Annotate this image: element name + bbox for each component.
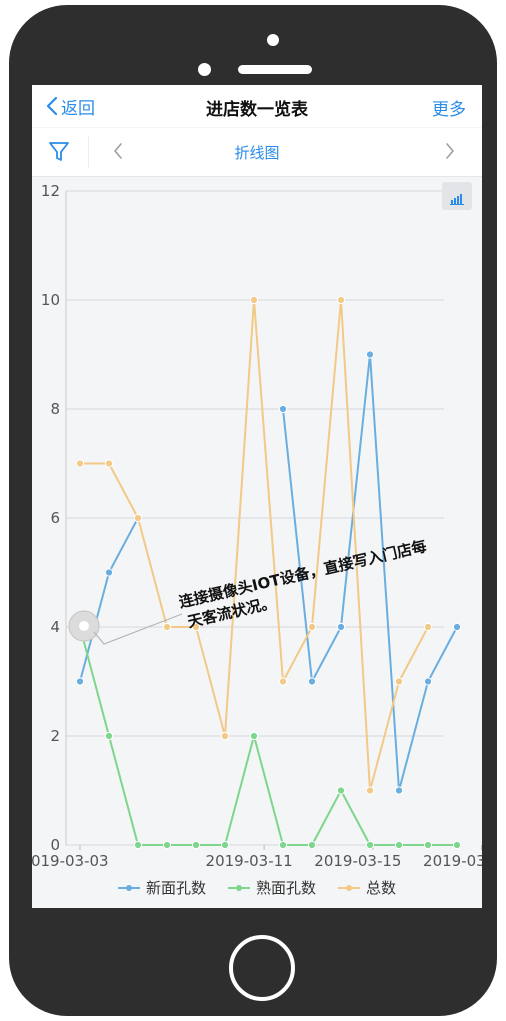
page-title: 进店数一览表 [206, 100, 308, 120]
chart-area: 0 2 4 6 8 10 12 2019-03-03 2019-03-11 2019-03-15 2… [32, 177, 482, 908]
sensor-dot [198, 63, 211, 76]
chart-type-label[interactable]: 折线图 [234, 144, 280, 162]
data-point-1 [191, 840, 201, 850]
legend-label-returning: 熟面孔数 [255, 879, 316, 897]
legend-marker-new [117, 884, 140, 891]
chevron-left-icon [46, 96, 58, 116]
legend-label-total: 总数 [366, 879, 397, 897]
data-point-0 [452, 622, 462, 632]
y-tick-label: 6 [50, 509, 60, 527]
back-button[interactable]: 返回 [46, 93, 95, 119]
legend-label-new: 新面孔数 [145, 879, 206, 897]
annotation-leader-line [93, 613, 183, 645]
legend-item-total[interactable]: 总数 [338, 877, 396, 898]
data-point-2 [191, 622, 201, 632]
series-line-1 [79, 626, 457, 846]
legend-marker-total [338, 884, 360, 891]
y-tick-label: 10 [41, 291, 60, 309]
data-point-1 [278, 840, 288, 850]
data-point-1 [104, 731, 114, 741]
filter-icon[interactable] [46, 140, 76, 164]
data-point-1 [220, 840, 230, 850]
chart-legend: 新面孔数 熟面孔数 总数 [32, 877, 482, 898]
data-point-2 [394, 677, 404, 686]
data-point-0 [394, 786, 404, 795]
data-point-2 [249, 295, 259, 305]
legend-marker-returning [227, 884, 250, 891]
previous-chart-icon[interactable] [110, 140, 126, 162]
data-point-1 [423, 840, 433, 850]
x-tick-label: 2019-03-20 [423, 852, 482, 870]
data-point-2 [220, 731, 230, 741]
chart-toolbar: 折线图 [32, 128, 482, 177]
y-tick-label: 12 [41, 182, 60, 200]
y-tick-label: 4 [50, 618, 60, 636]
x-tick-label: 2019-03-11 [206, 852, 293, 870]
bar-chart-icon [450, 194, 464, 205]
home-button[interactable] [229, 935, 295, 1001]
annotation-marker-center [79, 621, 89, 631]
data-point-2 [423, 622, 433, 632]
screen: 返回 进店数一览表 更多 折线图 0 2 4 6 8 10 12 2019-03-03 2019… [32, 85, 482, 908]
data-point-0 [336, 622, 346, 632]
toolbar-divider [88, 136, 89, 168]
data-point-2 [307, 622, 317, 632]
data-point-1 [307, 840, 317, 850]
data-point-0 [365, 350, 375, 359]
data-point-2 [336, 295, 346, 305]
data-point-1 [336, 786, 346, 795]
navigation-bar: 返回 进店数一览表 更多 [32, 85, 482, 127]
back-label: 返回 [61, 98, 95, 119]
line-chart: 0 2 4 6 8 10 12 2019-03-03 2019-03-11 2019-03-15 2… [32, 182, 482, 870]
x-tick-label: 2019-03-15 [314, 852, 401, 870]
y-tick-label: 2 [50, 727, 60, 745]
data-point-0 [423, 677, 433, 686]
data-point-0 [278, 404, 288, 414]
data-point-1 [162, 840, 172, 850]
data-point-2 [133, 513, 143, 523]
data-point-1 [249, 731, 259, 741]
data-point-1 [394, 840, 404, 850]
y-tick-label: 0 [50, 836, 60, 854]
front-camera [267, 34, 279, 46]
legend-item-new[interactable]: 新面孔数 [117, 877, 206, 898]
data-point-1 [452, 840, 462, 850]
chart-options-button[interactable] [442, 182, 472, 210]
data-point-0 [75, 677, 85, 686]
x-tick-label: 2019-03-03 [32, 852, 109, 870]
legend-item-returning[interactable]: 熟面孔数 [227, 877, 316, 898]
series-line-2 [80, 299, 429, 792]
data-point-2 [75, 459, 85, 468]
data-point-2 [278, 677, 288, 686]
more-button[interactable]: 更多 [432, 100, 466, 120]
data-point-1 [133, 840, 143, 850]
data-point-2 [365, 786, 375, 795]
y-tick-label: 8 [50, 400, 60, 418]
next-chart-icon[interactable] [442, 140, 458, 162]
data-point-1 [365, 840, 375, 850]
data-point-2 [162, 622, 172, 632]
earpiece-speaker [238, 65, 312, 74]
data-point-0 [307, 677, 317, 686]
data-point-2 [104, 459, 114, 468]
data-point-0 [104, 568, 114, 577]
